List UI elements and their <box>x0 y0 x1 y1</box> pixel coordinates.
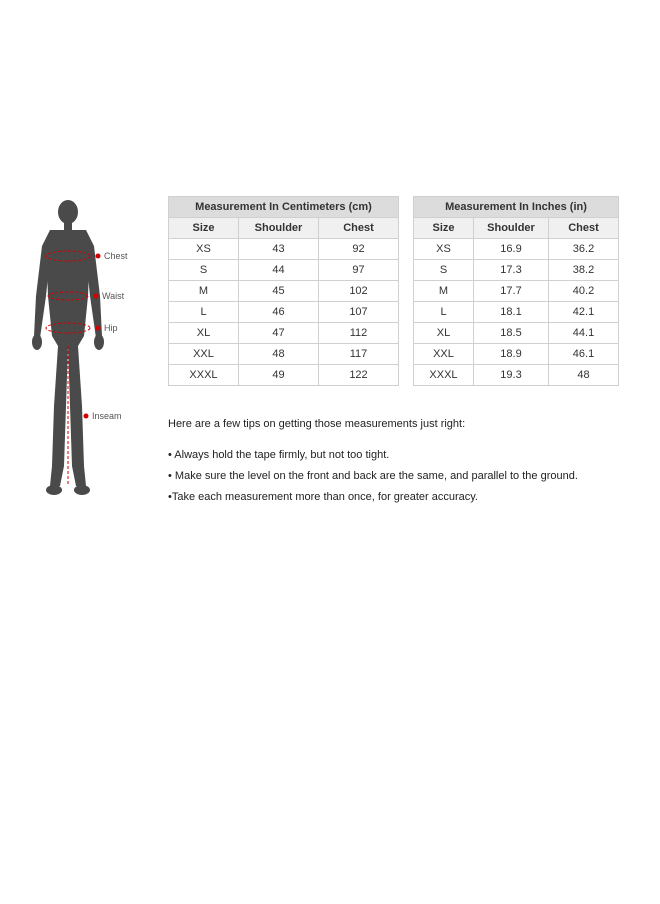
cm-table-body: XS4392S4497M45102L46107XL47112XXL48117XX… <box>169 239 399 386</box>
table-cell: XXL <box>169 344 239 365</box>
table-row: M45102 <box>169 281 399 302</box>
table-cell: XL <box>169 323 239 344</box>
in-table: Measurement In Inches (in) Size Shoulder… <box>413 196 619 386</box>
table-row: XXL18.946.1 <box>414 344 619 365</box>
table-cell: 44.1 <box>549 323 619 344</box>
table-row: S4497 <box>169 260 399 281</box>
table-cell: XS <box>169 239 239 260</box>
tips-section: Here are a few tips on getting those mea… <box>168 414 640 508</box>
cm-col-size: Size <box>169 218 239 239</box>
table-cell: 46 <box>239 302 319 323</box>
table-row: M17.740.2 <box>414 281 619 302</box>
tables-and-tips-column: Measurement In Centimeters (cm) Size Sho… <box>168 196 640 508</box>
table-cell: S <box>414 260 474 281</box>
table-cell: 42.1 <box>549 302 619 323</box>
body-silhouette-diagram: Chest Waist Hip Inseam <box>20 196 150 506</box>
table-cell: 122 <box>319 365 399 386</box>
table-cell: XL <box>414 323 474 344</box>
table-cell: M <box>169 281 239 302</box>
table-cell: 107 <box>319 302 399 323</box>
table-cell: XXL <box>414 344 474 365</box>
table-row: XXXL49122 <box>169 365 399 386</box>
table-row: XL18.544.1 <box>414 323 619 344</box>
table-cell: 92 <box>319 239 399 260</box>
table-cell: XS <box>414 239 474 260</box>
table-row: XS4392 <box>169 239 399 260</box>
table-row: S17.338.2 <box>414 260 619 281</box>
cm-table-title: Measurement In Centimeters (cm) <box>169 197 399 218</box>
tip-item: • Make sure the level on the front and b… <box>168 466 640 487</box>
table-cell: 47 <box>239 323 319 344</box>
in-table-body: XS16.936.2S17.338.2M17.740.2L18.142.1XL1… <box>414 239 619 386</box>
in-table-title: Measurement In Inches (in) <box>414 197 619 218</box>
table-cell: 43 <box>239 239 319 260</box>
table-row: L18.142.1 <box>414 302 619 323</box>
hip-label: Hip <box>104 323 118 333</box>
table-cell: M <box>414 281 474 302</box>
waist-label: Waist <box>102 291 125 301</box>
table-cell: L <box>414 302 474 323</box>
table-cell: 18.5 <box>474 323 549 344</box>
table-row: XS16.936.2 <box>414 239 619 260</box>
size-chart-content: Chest Waist Hip Inseam Measurement In Ce… <box>20 196 640 508</box>
table-cell: XXXL <box>414 365 474 386</box>
tables-row: Measurement In Centimeters (cm) Size Sho… <box>168 196 640 386</box>
table-cell: 19.3 <box>474 365 549 386</box>
table-cell: 36.2 <box>549 239 619 260</box>
table-cell: 46.1 <box>549 344 619 365</box>
chest-label: Chest <box>104 251 128 261</box>
table-cell: 117 <box>319 344 399 365</box>
table-cell: 17.7 <box>474 281 549 302</box>
table-cell: 48 <box>549 365 619 386</box>
table-cell: 38.2 <box>549 260 619 281</box>
table-cell: 17.3 <box>474 260 549 281</box>
table-cell: 16.9 <box>474 239 549 260</box>
table-cell: 44 <box>239 260 319 281</box>
table-row: L46107 <box>169 302 399 323</box>
inseam-label: Inseam <box>92 411 122 421</box>
table-cell: 48 <box>239 344 319 365</box>
table-row: XXL48117 <box>169 344 399 365</box>
table-cell: 40.2 <box>549 281 619 302</box>
tip-item: •Take each measurement more than once, f… <box>168 487 640 508</box>
in-col-shoulder: Shoulder <box>474 218 549 239</box>
cm-table: Measurement In Centimeters (cm) Size Sho… <box>168 196 399 386</box>
table-cell: 45 <box>239 281 319 302</box>
table-cell: 18.1 <box>474 302 549 323</box>
table-row: XXXL19.348 <box>414 365 619 386</box>
cm-col-shoulder: Shoulder <box>239 218 319 239</box>
table-cell: 49 <box>239 365 319 386</box>
in-col-size: Size <box>414 218 474 239</box>
table-cell: 112 <box>319 323 399 344</box>
table-cell: S <box>169 260 239 281</box>
table-cell: 18.9 <box>474 344 549 365</box>
table-cell: L <box>169 302 239 323</box>
cm-col-chest: Chest <box>319 218 399 239</box>
in-col-chest: Chest <box>549 218 619 239</box>
table-cell: XXXL <box>169 365 239 386</box>
table-row: XL47112 <box>169 323 399 344</box>
table-cell: 97 <box>319 260 399 281</box>
table-cell: 102 <box>319 281 399 302</box>
tip-item: • Always hold the tape firmly, but not t… <box>168 445 640 466</box>
tips-heading: Here are a few tips on getting those mea… <box>168 414 640 435</box>
body-figure-column: Chest Waist Hip Inseam <box>20 196 150 508</box>
